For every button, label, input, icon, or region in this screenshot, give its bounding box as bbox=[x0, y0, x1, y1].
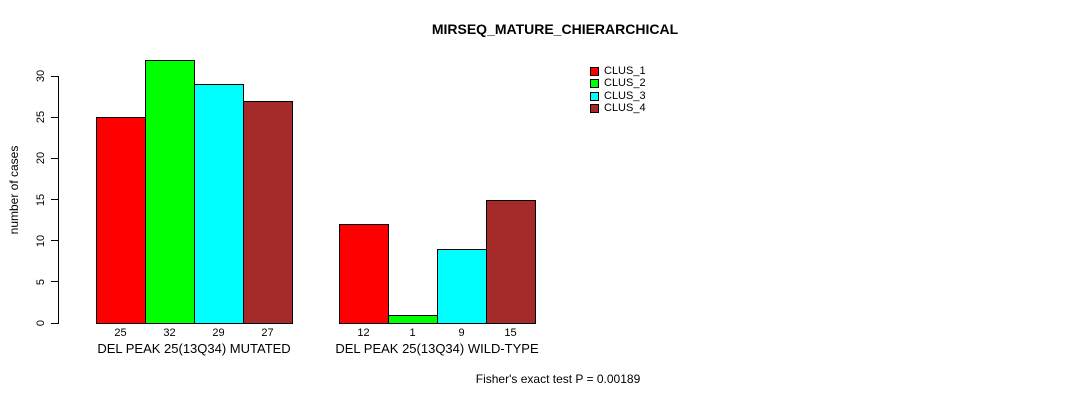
bar-CLUS_2 bbox=[388, 314, 438, 324]
bar-value-label: 9 bbox=[458, 327, 465, 339]
bar-CLUS_2 bbox=[145, 59, 195, 324]
y-axis-tick bbox=[51, 240, 58, 242]
legend-label-CLUS_3: CLUS_3 bbox=[604, 89, 646, 102]
legend-swatch-CLUS_4 bbox=[590, 103, 599, 113]
bar-value-label: 12 bbox=[357, 327, 370, 339]
y-tick-label: 15 bbox=[35, 193, 47, 206]
bar-value-label: 27 bbox=[261, 327, 274, 339]
bar-CLUS_4 bbox=[486, 199, 536, 324]
bar-value-label: 32 bbox=[163, 327, 176, 339]
legend-label-CLUS_2: CLUS_2 bbox=[604, 77, 646, 90]
y-axis-tick bbox=[51, 75, 58, 77]
y-tick-label: 25 bbox=[35, 111, 47, 124]
y-axis-line bbox=[58, 76, 59, 324]
bar-CLUS_4 bbox=[243, 100, 293, 324]
group-label: DEL PEAK 25(13Q34) MUTATED bbox=[97, 341, 291, 356]
bar-CLUS_3 bbox=[194, 84, 244, 324]
legend-label-CLUS_1: CLUS_1 bbox=[604, 65, 646, 77]
bar-value-label: 29 bbox=[212, 327, 225, 339]
y-tick-label: 10 bbox=[35, 234, 47, 247]
y-axis-tick bbox=[51, 116, 58, 118]
legend-swatch-CLUS_2 bbox=[590, 79, 599, 89]
bar-value-label: 15 bbox=[504, 327, 517, 339]
bar-value-label: 1 bbox=[409, 327, 416, 339]
group-label: DEL PEAK 25(13Q34) WILD-TYPE bbox=[335, 341, 539, 356]
bar-CLUS_3 bbox=[437, 248, 487, 324]
y-axis-tick bbox=[51, 322, 58, 324]
y-axis-tick bbox=[51, 199, 58, 201]
y-axis-tick bbox=[51, 157, 58, 159]
legend: CLUS_1 CLUS_2 CLUS_3 CLUS_4 bbox=[588, 64, 698, 122]
statistical-test-annotation: Fisher's exact test P = 0.00189 bbox=[475, 372, 641, 386]
bar-CLUS_1 bbox=[339, 224, 389, 324]
bar-value-label: 25 bbox=[114, 327, 127, 339]
bar-CLUS_1 bbox=[96, 117, 146, 324]
chart-title: MIRSEQ_MATURE_CHIERARCHICAL bbox=[431, 21, 679, 37]
y-tick-label: 30 bbox=[35, 69, 47, 83]
legend-label-CLUS_4: CLUS_4 bbox=[604, 101, 646, 114]
y-tick-label: 0 bbox=[35, 319, 47, 327]
y-axis-tick bbox=[51, 281, 58, 283]
legend-swatch-CLUS_3 bbox=[590, 91, 599, 101]
legend-swatch-CLUS_1 bbox=[590, 67, 599, 76]
y-tick-label: 5 bbox=[35, 278, 47, 285]
y-tick-label: 20 bbox=[35, 152, 47, 165]
